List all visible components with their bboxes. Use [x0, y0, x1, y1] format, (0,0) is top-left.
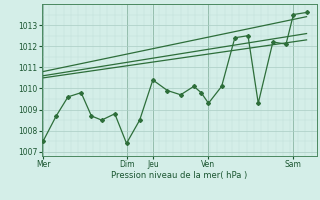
X-axis label: Pression niveau de la mer( hPa ): Pression niveau de la mer( hPa ) [111, 171, 247, 180]
